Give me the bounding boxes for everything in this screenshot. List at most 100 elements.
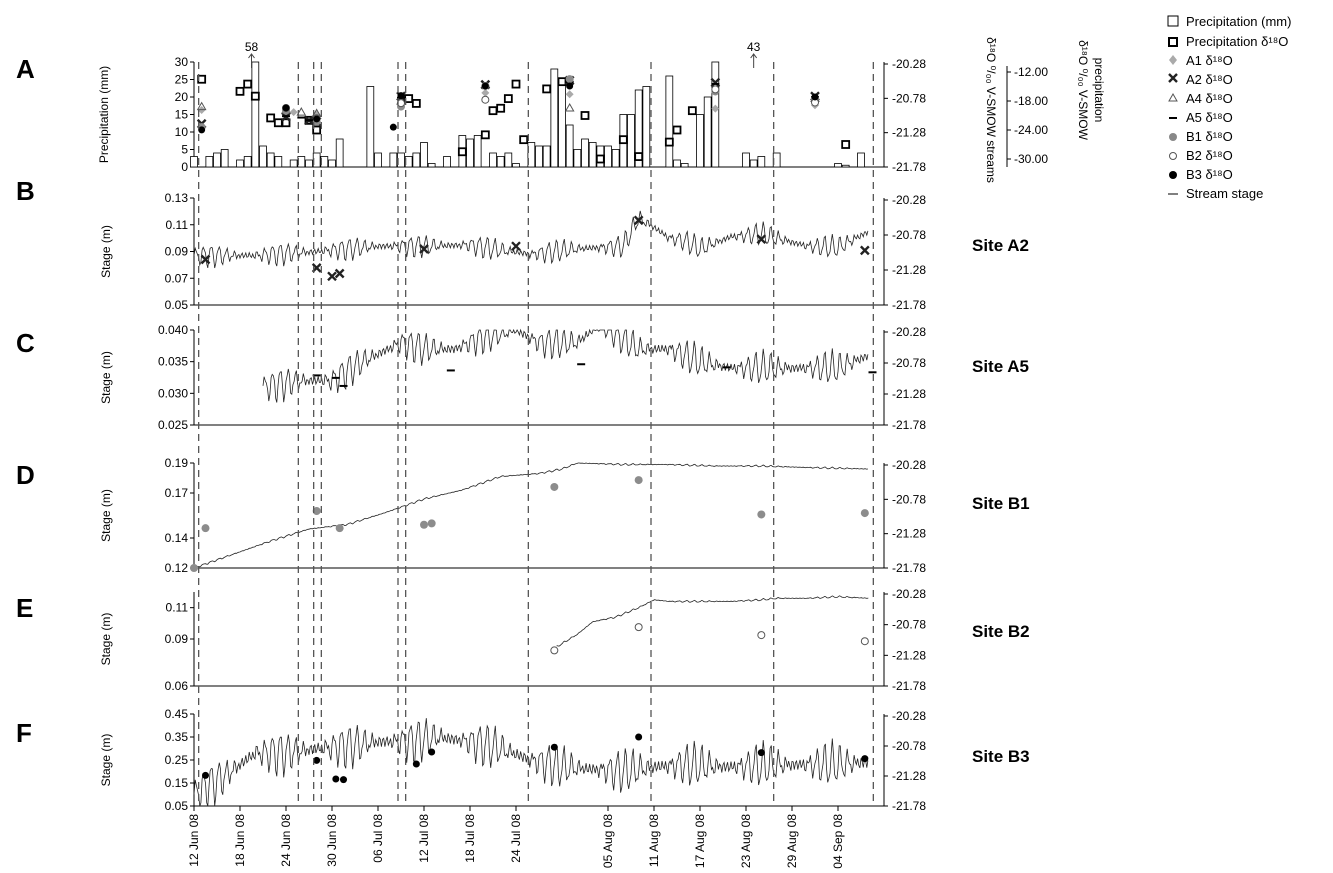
precip-isotope-point [672, 125, 682, 135]
panel-b: B 0.05 0.07 0.09 0.11 0.13 Stage (m) -20.28 -20.… [16, 176, 1029, 312]
y-tick-label: 0.040 [158, 323, 188, 337]
right-axis-title-precip-line1: δ¹⁸O ⁰/₀₀ V-SMOW [1076, 40, 1090, 141]
y-tick-label: 0.07 [165, 271, 189, 285]
y-tick-label: 0.12 [165, 561, 189, 575]
legend-entry-stage: Stream stage [1168, 186, 1263, 201]
precip-isotope-point [841, 140, 851, 149]
isotope-point-b3 [389, 123, 397, 131]
isotope-point-a1 [565, 90, 574, 99]
precip-bar [220, 149, 229, 168]
precip-bar [427, 163, 436, 168]
right-axis-title-streams: δ¹⁸O ⁰/₀₀ V-SMOW streams [984, 37, 998, 183]
isotope-point-a1 [481, 88, 490, 97]
precip-isotope-point [250, 91, 260, 101]
isotope-point-b1 [634, 476, 643, 485]
legend-label: B3 δ¹⁸O [1186, 167, 1233, 182]
legend-label: A1 δ¹⁸O [1186, 53, 1233, 68]
y2-tick-label: -21.78 [892, 298, 926, 312]
precip-bar [366, 86, 375, 168]
precip-bar [550, 68, 559, 168]
precip-isotope-point [595, 154, 605, 164]
y-tick-label: 0.05 [165, 298, 189, 312]
isotope-point-b3 [282, 104, 290, 112]
precip-bar [535, 145, 543, 168]
isotope-point-a2 [511, 241, 521, 252]
y2-tick-label: -21.28 [892, 648, 926, 662]
precip-isotope-point [580, 111, 590, 120]
isotope-point-a2 [756, 234, 767, 245]
isotope-point-a4 [296, 107, 307, 116]
panel-c: C 0.025 0.030 0.035 0.040 Stage (m) -20.28 -20.… [16, 323, 1029, 432]
y3-tick-label: -18.00 [1014, 94, 1048, 108]
overflow-arrow [248, 53, 255, 68]
panel-letter: A [16, 54, 35, 84]
precip-isotope-point [312, 125, 322, 135]
y2-tick-label: -20.78 [892, 492, 926, 506]
precip-isotope-point [664, 137, 674, 147]
precip-isotope-point [511, 79, 521, 89]
y-tick-label: 0.030 [158, 386, 188, 400]
y-tick-label: 15 [175, 108, 189, 122]
precip-bar [266, 152, 275, 168]
legend-entry-b3: B3 δ¹⁸O [1169, 167, 1233, 182]
panel-letter: D [16, 460, 35, 490]
precip-bar [581, 138, 589, 168]
precip-bar [213, 152, 221, 168]
panel-letter: B [16, 176, 35, 206]
legend-entry-a2: A2 δ¹⁸O [1168, 72, 1233, 87]
x-axis: 12 Jun 08 18 Jun 08 24 Jun 08 30 Jun 08 06 J… [187, 806, 845, 869]
site-label: Site B2 [972, 622, 1030, 641]
precip-bar [703, 96, 712, 168]
y2-tick-label: -20.78 [892, 618, 926, 632]
x-tick-label: 23 Aug 08 [739, 814, 753, 868]
stream-stage-line [556, 595, 869, 647]
precip-bar [742, 152, 750, 168]
isotope-point-b3 [550, 743, 558, 751]
legend-label: A2 δ¹⁸O [1186, 72, 1233, 87]
legend-label: A4 δ¹⁸O [1186, 91, 1233, 106]
y-tick-label: 0.11 [166, 218, 189, 232]
precip-bar [857, 152, 865, 168]
x-tick-label: 24 Jul 08 [509, 814, 523, 863]
y3-tick-label: -12.00 [1014, 65, 1048, 79]
precip-bar [190, 156, 198, 168]
isotope-point-b2 [481, 95, 490, 104]
precip-bar [565, 124, 574, 168]
precip-bar [749, 159, 758, 168]
precip-bar [420, 142, 428, 168]
stream-stage-line [193, 210, 869, 269]
precip-bar [573, 149, 582, 168]
overflow-label: 58 [245, 40, 259, 54]
legend-symbol-open-circle [1169, 152, 1177, 160]
site-label: Site B3 [972, 747, 1030, 766]
precip-isotope-point [618, 135, 628, 145]
precip-bar [634, 89, 643, 168]
y2-tick-label: -21.78 [892, 679, 926, 693]
isotope-point-a1 [289, 108, 298, 117]
precip-isotope-point [557, 77, 567, 87]
precip-isotope-point [634, 152, 644, 161]
precip-isotope-point [281, 118, 291, 128]
isotope-point-b2 [711, 85, 720, 94]
y-tick-label: 0 [181, 160, 188, 174]
y-axis-label: Stage (m) [99, 489, 113, 542]
isotope-point-a2 [633, 215, 644, 226]
isotope-point-b3 [313, 756, 321, 764]
panel-f: F 0.05 0.15 0.25 0.35 0.45 Stage (m) -20.28 -20.… [16, 707, 1030, 813]
stream-stage-line [262, 328, 869, 403]
y2-tick-label: -20.28 [892, 709, 926, 723]
isotope-point-a2 [710, 77, 721, 88]
legend-symbol-grey-circle [1169, 133, 1177, 141]
y-tick-label: 20 [175, 90, 189, 104]
x-tick-label: 18 Jun 08 [233, 814, 247, 867]
site-label: Site A5 [972, 357, 1029, 376]
isotope-point-b3 [811, 93, 819, 101]
y2-tick-label: -20.78 [892, 739, 926, 753]
precip-bar [696, 114, 704, 168]
overflow-arrow [750, 53, 758, 68]
legend-symbol-x [1168, 73, 1178, 83]
precip-isotope-point [488, 106, 498, 116]
panel-letter: E [16, 593, 33, 623]
precip-isotope-point [411, 99, 421, 108]
